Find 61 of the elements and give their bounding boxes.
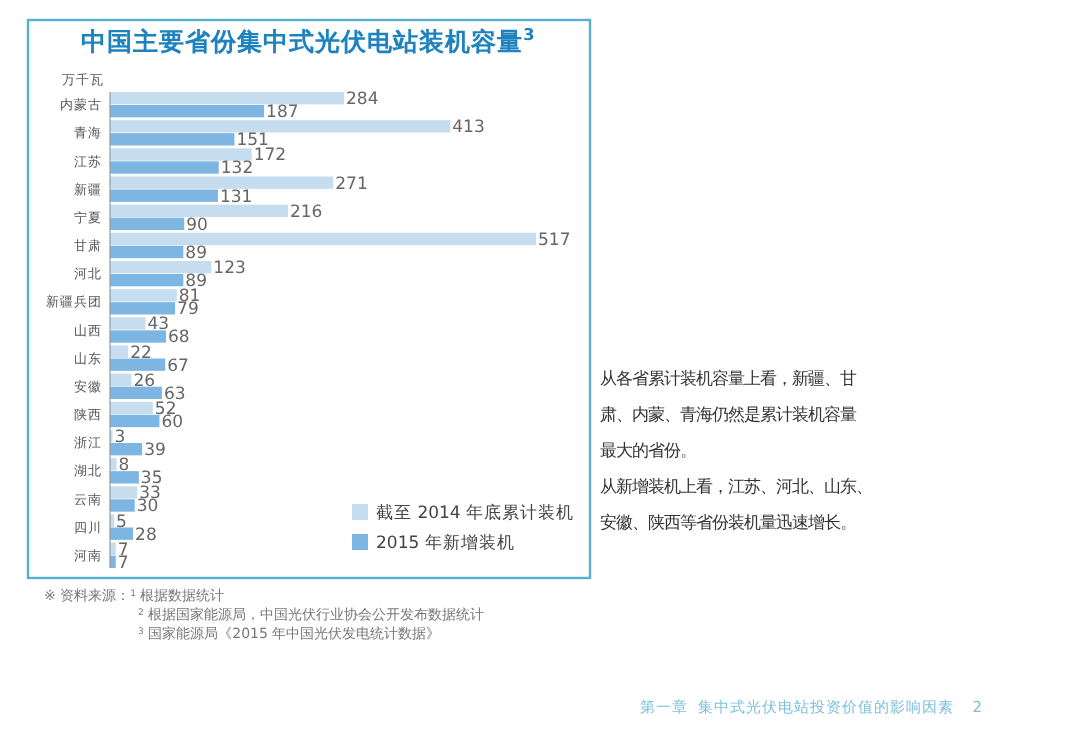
bar <box>110 486 138 499</box>
bar <box>110 189 218 202</box>
bar <box>110 176 334 189</box>
data-label: 79 <box>177 300 199 321</box>
data-label: 132 <box>220 159 254 180</box>
data-label: 413 <box>452 118 485 139</box>
bar <box>110 358 166 371</box>
bar <box>110 317 146 330</box>
bar <box>110 105 265 118</box>
data-label: 28 <box>135 525 157 546</box>
bar <box>110 217 185 231</box>
data-label: 89 <box>185 243 207 264</box>
bar <box>110 204 288 218</box>
bar <box>110 373 132 387</box>
data-label: 187 <box>266 103 299 124</box>
data-label: 517 <box>538 230 571 251</box>
data-label: 30 <box>136 497 159 518</box>
bar <box>110 289 177 302</box>
data-label: 60 <box>161 412 184 433</box>
bar <box>110 386 162 400</box>
data-label: 5 <box>116 512 127 533</box>
data-label: 7 <box>117 553 129 574</box>
data-label: 271 <box>335 174 368 195</box>
bar <box>110 273 184 287</box>
bar <box>110 148 252 161</box>
bar <box>110 499 135 512</box>
text: 从各省累计装机容量上看，新疆、甘肃、内蒙、青海仍然是累计装机容量最大的省份。 <box>600 368 856 460</box>
data-label: 131 <box>219 187 253 208</box>
chart-title: 中国主要省份集中式光伏电站装机容量$^{3}$ <box>81 24 535 56</box>
data-label: 26 <box>133 371 156 392</box>
data-label: 43 <box>147 315 170 336</box>
legend-label: 截至 2014 年底累计装机 <box>376 501 575 524</box>
bar <box>110 92 345 105</box>
bar <box>110 414 160 428</box>
bar <box>110 401 153 415</box>
bar <box>110 442 143 456</box>
data-label: 216 <box>289 202 323 223</box>
bar <box>110 260 212 274</box>
bar <box>110 245 184 259</box>
data-label: 22 <box>130 343 152 364</box>
data-label: 39 <box>144 441 166 462</box>
bar <box>110 133 235 146</box>
data-label: 3 <box>114 428 126 449</box>
data-label: 68 <box>168 328 190 349</box>
data-label: 90 <box>186 215 208 236</box>
data-label: 172 <box>253 146 287 167</box>
data-label: 8 <box>118 456 130 477</box>
bar <box>110 330 167 343</box>
bar <box>110 471 139 484</box>
bar <box>110 527 134 540</box>
bar <box>110 161 219 174</box>
data-label: 67 <box>167 356 189 377</box>
bar <box>110 120 451 133</box>
legend-label: 2015 年新增装机 <box>376 531 515 554</box>
data-label: 284 <box>346 90 379 111</box>
text: 从新增装机上看，江苏、河北、山东、安徽、陕西等省份装机量迅速增长。 <box>600 476 872 532</box>
bar <box>110 345 129 358</box>
bar <box>110 232 536 246</box>
data-label: 123 <box>213 259 246 280</box>
bar <box>110 302 176 315</box>
bar <box>110 458 117 471</box>
